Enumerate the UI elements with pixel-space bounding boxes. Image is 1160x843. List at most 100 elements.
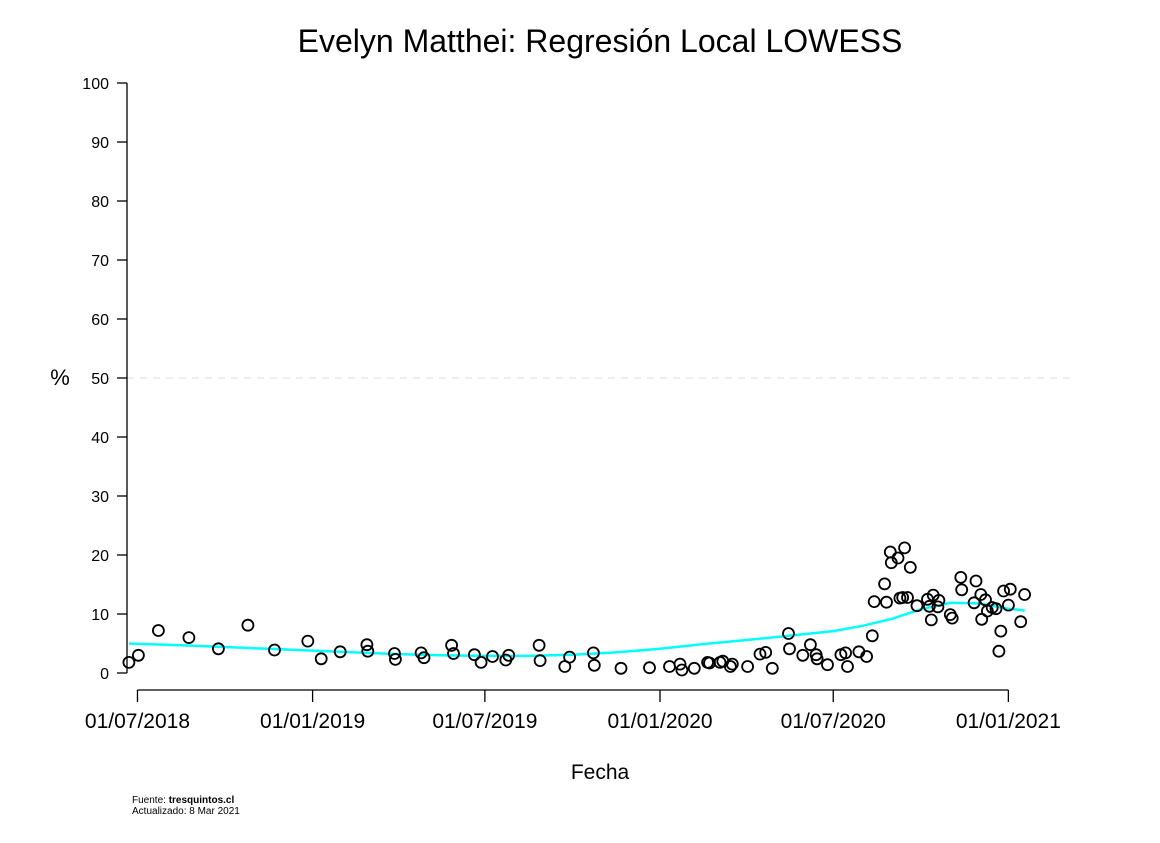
data-point: [122, 656, 136, 669]
data-point: [687, 661, 701, 675]
y-tick-label: 70: [91, 253, 109, 270]
y-tick-label: 100: [82, 76, 109, 93]
y-tick-label: 10: [91, 607, 109, 624]
x-tick-label: 01/01/2019: [260, 710, 365, 733]
data-point: [967, 596, 981, 610]
data-point: [903, 561, 917, 574]
y-tick-label: 20: [91, 548, 109, 565]
data-point: [810, 652, 824, 666]
data-point: [997, 584, 1010, 598]
x-axis: 01/07/2018 01/01/2019 01/07/2019 01/01/2020…: [85, 689, 1061, 733]
data-point: [860, 650, 873, 663]
footer: Fuente: tresquintos.cl Actualizado: 8 Ma…: [132, 795, 240, 817]
y-axis: 0 10 20 30 40 50 60 70 80 90 100: [82, 76, 128, 683]
data-point: [533, 654, 547, 667]
data-point: [675, 663, 689, 677]
data-point: [741, 660, 754, 673]
x-axis-label: Fecha: [571, 761, 630, 784]
data-point: [924, 613, 938, 627]
data-point: [673, 657, 687, 671]
data-point: [867, 595, 881, 608]
data-point: [969, 574, 983, 588]
data-point: [759, 646, 773, 659]
data-point: [725, 657, 739, 671]
data-point: [841, 660, 854, 673]
data-point: [643, 661, 656, 675]
data-point: [241, 618, 255, 632]
data-point: [796, 648, 810, 662]
updated-note: Actualizado: 8 Mar 2021: [132, 806, 240, 817]
y-tick-label: 50: [91, 371, 109, 388]
data-point: [910, 599, 924, 613]
data-point: [486, 650, 499, 663]
data-point: [614, 661, 628, 675]
data-point: [932, 594, 946, 607]
data-point: [587, 646, 600, 660]
data-point: [989, 602, 1003, 616]
data-point: [445, 638, 459, 652]
x-tick-label: 01/01/2020: [607, 710, 712, 733]
data-point: [783, 642, 796, 656]
data-point: [1018, 588, 1031, 601]
data-point: [931, 600, 945, 614]
data-point: [502, 648, 516, 662]
data-point: [1002, 598, 1015, 612]
y-tick-label: 60: [91, 312, 109, 329]
data-point: [1003, 582, 1017, 596]
chart-title: Evelyn Matthei: Regresión Local LOWESS: [298, 23, 903, 59]
x-tick-label: 01/07/2020: [781, 710, 886, 733]
data-point: [360, 638, 374, 652]
data-point: [474, 656, 488, 669]
data-point: [923, 599, 936, 613]
data-point: [955, 583, 969, 597]
data-point: [782, 627, 795, 640]
data-point: [361, 644, 375, 658]
data-point: [821, 658, 834, 672]
data-point: [883, 545, 897, 559]
data-point: [333, 645, 347, 659]
data-point: [954, 571, 968, 584]
data-point: [151, 624, 165, 637]
data-point: [896, 591, 910, 604]
data-point: [804, 638, 817, 652]
data-point: [563, 650, 576, 664]
data-point: [994, 624, 1008, 638]
y-axis-label: %: [50, 365, 70, 390]
data-point: [878, 577, 891, 591]
data-point: [211, 642, 225, 656]
data-point: [753, 647, 767, 661]
data-point: [880, 595, 893, 609]
y-tick-label: 30: [91, 489, 109, 506]
data-point: [901, 591, 914, 604]
y-tick-label: 40: [91, 430, 109, 447]
lowess-series: [128, 601, 1025, 658]
data-point: [301, 634, 315, 648]
data-point: [388, 647, 401, 660]
data-point: [992, 644, 1006, 658]
lowess-line: [128, 601, 1025, 658]
data-point: [417, 651, 431, 665]
data-point: [587, 658, 601, 672]
data-point: [268, 643, 281, 657]
x-tick-label: 01/07/2018: [85, 710, 190, 733]
data-point: [839, 646, 852, 660]
data-point: [898, 541, 911, 555]
data-point: [532, 638, 546, 652]
x-tick-label: 01/07/2019: [432, 710, 537, 733]
data-point: [865, 629, 879, 643]
data-point: [765, 661, 779, 675]
data-point: [314, 652, 328, 666]
data-point: [1014, 615, 1028, 629]
data-point: [467, 648, 481, 662]
data-point: [182, 631, 196, 644]
source-name: tresquintos.cl: [168, 795, 235, 806]
data-point: [724, 660, 737, 673]
data-point: [388, 653, 402, 666]
y-tick-label: 0: [100, 666, 109, 683]
y-tick-label: 90: [91, 135, 109, 152]
source-prefix: Fuente:: [132, 795, 169, 806]
data-point: [891, 551, 905, 565]
data-point: [131, 648, 145, 662]
x-tick-label: 01/01/2021: [956, 710, 1061, 733]
